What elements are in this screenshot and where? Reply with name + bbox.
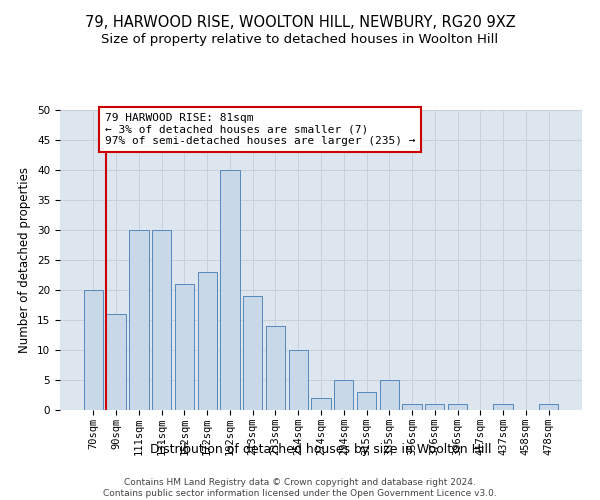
Text: 79 HARWOOD RISE: 81sqm
← 3% of detached houses are smaller (7)
97% of semi-detac: 79 HARWOOD RISE: 81sqm ← 3% of detached …: [105, 113, 415, 146]
Text: Contains HM Land Registry data © Crown copyright and database right 2024.
Contai: Contains HM Land Registry data © Crown c…: [103, 478, 497, 498]
Y-axis label: Number of detached properties: Number of detached properties: [19, 167, 31, 353]
Bar: [403, 404, 422, 410]
Bar: [152, 230, 172, 410]
Bar: [334, 380, 353, 410]
Text: 79, HARWOOD RISE, WOOLTON HILL, NEWBURY, RG20 9XZ: 79, HARWOOD RISE, WOOLTON HILL, NEWBURY,…: [85, 15, 515, 30]
Bar: [220, 170, 239, 410]
Bar: [539, 404, 558, 410]
Bar: [84, 290, 103, 410]
Bar: [289, 350, 308, 410]
Bar: [425, 404, 445, 410]
Bar: [448, 404, 467, 410]
Bar: [129, 230, 149, 410]
Bar: [311, 398, 331, 410]
Bar: [266, 326, 285, 410]
Bar: [493, 404, 513, 410]
Bar: [175, 284, 194, 410]
Bar: [380, 380, 399, 410]
Bar: [357, 392, 376, 410]
Text: Distribution of detached houses by size in Woolton Hill: Distribution of detached houses by size …: [150, 442, 492, 456]
Bar: [106, 314, 126, 410]
Bar: [197, 272, 217, 410]
Text: Size of property relative to detached houses in Woolton Hill: Size of property relative to detached ho…: [101, 32, 499, 46]
Bar: [243, 296, 262, 410]
